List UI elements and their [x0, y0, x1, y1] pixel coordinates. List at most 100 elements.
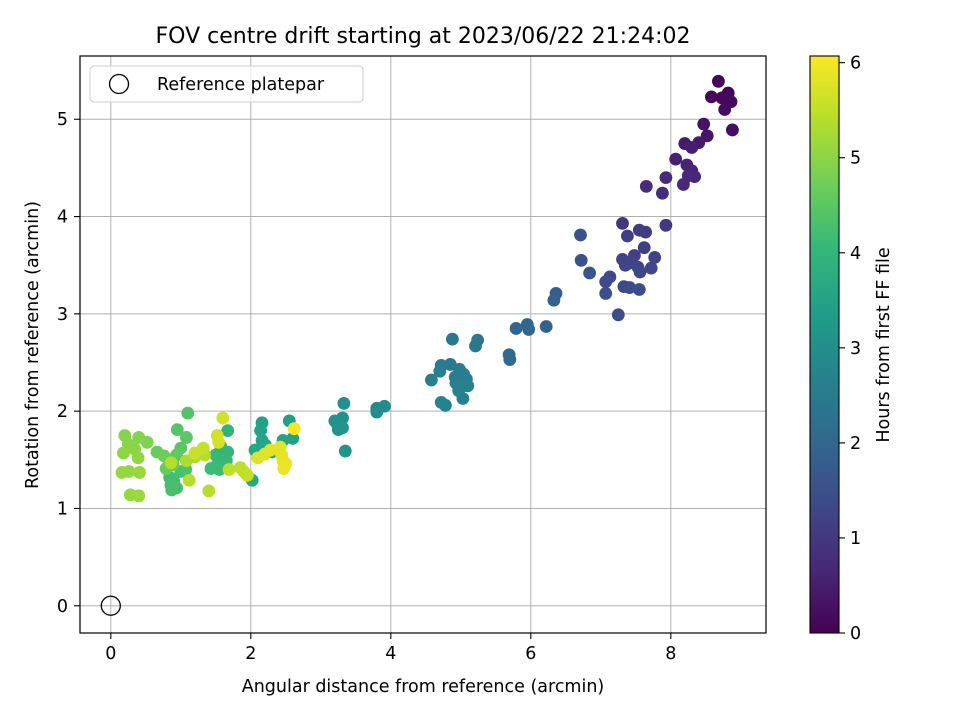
data-point — [599, 287, 613, 300]
y-tick-label: 1 — [57, 499, 68, 519]
data-point — [446, 332, 459, 346]
legend-box — [89, 65, 364, 103]
data-point — [618, 258, 632, 272]
data-point — [182, 473, 196, 487]
data-point — [633, 265, 647, 279]
legend-label: Reference platepar — [157, 75, 325, 95]
data-point — [133, 466, 146, 479]
tick-layer: 0 2 4 6 8 0 1 2 3 4 5 — [57, 110, 677, 664]
data-point — [659, 218, 673, 232]
data-point — [659, 171, 673, 185]
data-point — [286, 431, 300, 445]
data-point — [574, 253, 588, 267]
data-point — [212, 435, 226, 449]
colorbar-tick-label: 4 — [850, 244, 861, 264]
data-point — [433, 364, 447, 378]
data-point — [164, 456, 178, 470]
data-point — [574, 228, 587, 242]
x-tick-label: 4 — [385, 644, 396, 664]
colorbar-tick-label: 6 — [850, 54, 861, 74]
data-point — [254, 424, 267, 438]
legend: Reference platepar — [89, 65, 364, 103]
data-point — [583, 266, 596, 280]
data-point — [202, 484, 216, 498]
y-tick-label: 5 — [57, 110, 68, 130]
colorbar-gradient — [810, 56, 839, 633]
colorbar-tick-label: 0 — [850, 624, 861, 644]
colorbar-frame — [809, 55, 840, 634]
data-point — [132, 431, 146, 444]
data-point — [180, 431, 193, 444]
chart-title: FOV centre drift starting at 2023/06/22 … — [156, 24, 691, 49]
data-point — [669, 152, 683, 166]
data-point — [677, 178, 690, 191]
data-point — [644, 261, 658, 275]
y-axis-label: Rotation from reference (arcmin) — [23, 201, 43, 489]
plot-area — [80, 56, 766, 633]
x-tick-label: 8 — [665, 644, 676, 664]
data-point — [639, 179, 653, 193]
x-tick-label: 6 — [525, 644, 536, 664]
y-tick-label: 0 — [57, 597, 68, 617]
data-point — [338, 444, 352, 458]
data-point — [132, 489, 146, 503]
data-point — [277, 462, 291, 475]
plot-frame — [79, 55, 767, 634]
data-point — [221, 424, 235, 438]
data-point — [469, 339, 482, 353]
colorbar-ticks: 0 1 2 3 4 5 6 — [839, 54, 861, 644]
data-point — [712, 74, 725, 88]
data-point — [611, 308, 625, 322]
data-point — [165, 483, 179, 497]
x-tick-label: 2 — [245, 644, 256, 664]
data-point — [456, 392, 470, 405]
reference-platepar-marker — [100, 595, 121, 616]
data-point — [216, 411, 230, 425]
data-point — [632, 283, 646, 296]
data-point — [337, 396, 351, 410]
data-point — [616, 216, 629, 230]
data-point — [117, 446, 130, 460]
colorbar-label: Hours from first FF file — [874, 247, 894, 442]
colorbar-tick-label: 5 — [850, 149, 861, 169]
data-point — [115, 466, 129, 479]
data-point — [209, 448, 223, 462]
data-point — [181, 406, 195, 420]
y-tick-label: 2 — [57, 402, 68, 422]
data-point — [685, 141, 699, 154]
data-point — [648, 251, 662, 264]
grid-layer — [80, 56, 766, 633]
data-point — [170, 423, 184, 437]
legend-marker-open-circle — [108, 73, 130, 95]
y-tick-label: 4 — [57, 208, 68, 228]
data-point — [439, 398, 452, 412]
data-point — [287, 422, 301, 436]
data-point — [639, 225, 652, 239]
data-point — [599, 275, 613, 289]
data-point — [370, 405, 384, 419]
data-point — [331, 423, 345, 437]
reference-layer — [100, 595, 121, 616]
data-point — [522, 323, 536, 336]
data-point — [503, 353, 517, 366]
data-point — [656, 186, 669, 200]
data-point — [131, 451, 145, 465]
colorbar: 0 1 2 3 4 5 6 Hours from first FF file — [809, 54, 894, 644]
data-point — [623, 281, 636, 294]
data-point — [212, 463, 226, 476]
data-point — [637, 241, 651, 255]
colorbar-tick-label: 2 — [850, 434, 861, 454]
data-point — [621, 229, 634, 243]
data-point — [425, 373, 438, 387]
data-point — [264, 443, 277, 457]
data-point — [240, 468, 254, 482]
x-tick-label: 0 — [105, 644, 116, 664]
data-point — [547, 293, 561, 307]
colorbar-tick-label: 1 — [850, 529, 861, 549]
y-tick-label: 3 — [57, 305, 68, 325]
data-point — [726, 123, 739, 137]
data-point — [509, 322, 523, 335]
data-point — [188, 446, 202, 460]
